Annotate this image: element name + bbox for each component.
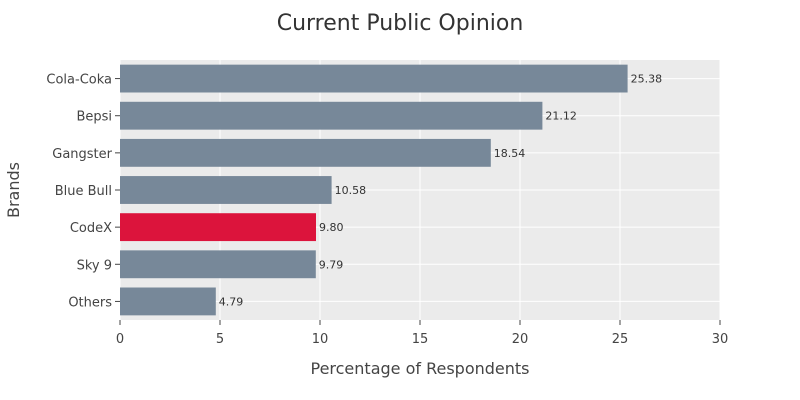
bars: 25.38 21.12 18.54 10.58 9.80 9.79 4.79 [120, 64, 663, 316]
bar-others [120, 287, 216, 316]
data-label: 10.58 [335, 184, 367, 197]
y-tick-label: Gangster [52, 147, 112, 162]
bar-sky-9 [120, 250, 316, 279]
bar-codex [120, 213, 316, 242]
y-tick-label: Bepsi [76, 110, 112, 125]
data-label: 9.80 [319, 221, 344, 234]
x-tick-label: 10 [312, 332, 329, 347]
bar-bepsi [120, 101, 543, 130]
y-tick-label: Others [68, 295, 112, 310]
x-axis-ticks: 0 5 10 15 20 25 30 [116, 320, 728, 347]
x-tick-label: 5 [216, 332, 224, 347]
data-label: 4.79 [219, 295, 244, 308]
bar-blue-bull [120, 176, 332, 204]
data-label: 18.54 [494, 147, 526, 160]
y-tick-label: Sky 9 [77, 258, 112, 273]
y-tick-label: Cola-Coka [46, 73, 112, 88]
x-tick-label: 20 [512, 332, 529, 347]
x-tick-label: 15 [412, 332, 429, 347]
chart-title: Current Public Opinion [277, 11, 524, 36]
data-label: 21.12 [545, 110, 577, 123]
bar-gangster [120, 138, 491, 167]
data-label: 25.38 [631, 73, 663, 86]
bar-cola-coka [120, 64, 628, 93]
y-axis-ticks: Cola-Coka Bepsi Gangster Blue Bull CodeX Sky … [46, 73, 120, 310]
x-tick-label: 30 [712, 332, 729, 347]
y-tick-label: Blue Bull [55, 184, 112, 199]
data-label: 9.79 [319, 258, 344, 271]
x-tick-label: 0 [116, 332, 124, 347]
x-tick-label: 25 [612, 332, 629, 347]
y-axis-title: Brands [4, 162, 23, 218]
y-tick-label: CodeX [70, 221, 112, 236]
x-axis-title: Percentage of Respondents [310, 359, 529, 378]
